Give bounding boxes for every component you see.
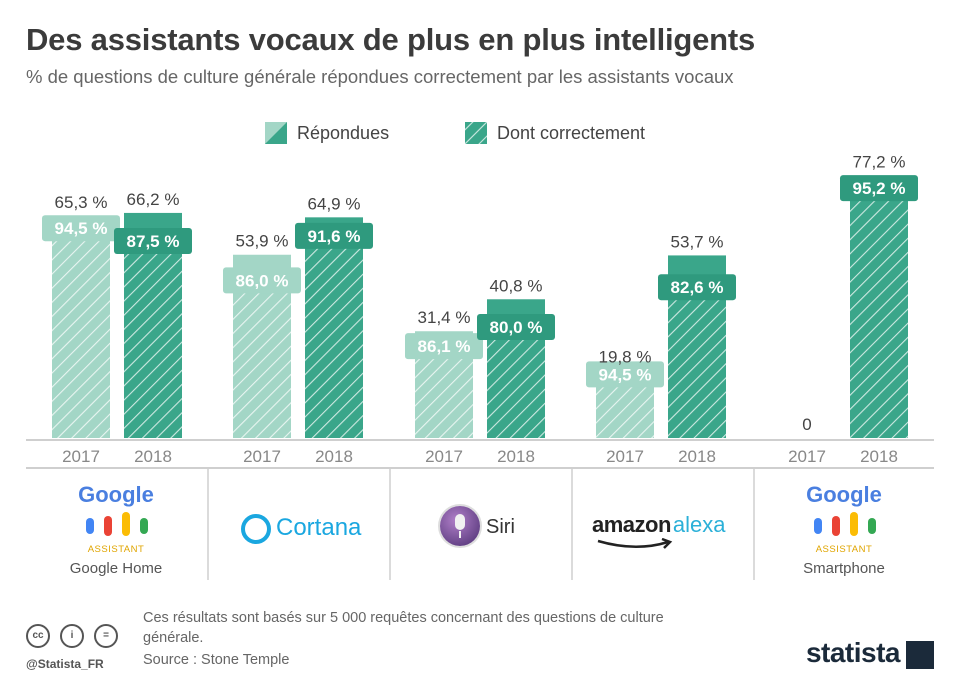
smartphone-caption: Smartphone: [803, 560, 885, 577]
assistant-label: ASSISTANT: [87, 544, 145, 555]
nd-icon: =: [94, 624, 118, 648]
bar-correct-segment: [487, 327, 545, 438]
svg-text:86,1 %: 86,1 %: [418, 337, 471, 356]
cortana-ring-icon: [241, 514, 271, 544]
legend-label: Dont correctement: [497, 123, 645, 143]
twitter-handle: @Statista_FR: [26, 657, 104, 671]
bar-correct-segment: [415, 346, 473, 438]
answered-data-label: 77,2 %: [853, 153, 906, 172]
legend-swatch: [465, 122, 487, 144]
svg-text:87,5 %: 87,5 %: [127, 232, 180, 251]
google-logo: Google: [806, 482, 882, 507]
svg-text:82,6 %: 82,6 %: [671, 278, 724, 297]
bar-cortana-2017: 86,0 % 53,9 % 2017: [223, 232, 301, 466]
legend-item: Dont correctement: [465, 122, 645, 144]
answered-data-label: 66,2 %: [127, 190, 180, 209]
statista-logo[interactable]: statista: [805, 637, 901, 668]
assistant-dots-icon: [86, 512, 148, 538]
svg-text:86,0 %: 86,0 %: [236, 271, 289, 290]
siri-logo-text: Siri: [486, 516, 515, 538]
bar-correct-segment: [668, 287, 726, 438]
correct-data-label: 86,0 %: [223, 267, 301, 294]
correct-data-label: 91,6 %: [295, 222, 373, 249]
google-home-caption: Google Home: [69, 560, 163, 577]
amazon-smile-icon: [597, 538, 673, 549]
cc-icon: cc: [26, 624, 50, 648]
correct-data-label: 87,5 %: [114, 228, 192, 255]
google-home-logo-cell: Google ASSISTANT Google Home: [26, 468, 206, 580]
google-logo: Google: [78, 482, 154, 507]
alexa-logo-cell: amazonalexa: [572, 468, 752, 580]
bar-google-home-2017: 94,5 % 65,3 % 2017: [42, 193, 120, 466]
x-tick-label: 2018: [134, 447, 172, 466]
bar-correct-segment: [305, 235, 363, 438]
correct-data-label: 94,5 %: [42, 215, 120, 242]
x-tick-label: 2017: [425, 447, 463, 466]
svg-text:91,6 %: 91,6 %: [308, 227, 361, 246]
legend-swatch-half: [265, 122, 287, 144]
bar-cortana-2018: 91,6 % 64,9 % 2018: [295, 194, 373, 466]
x-tick-label: 2018: [860, 447, 898, 466]
alexa-logo-text: alexa: [672, 512, 726, 537]
siri-mic-icon: [440, 506, 480, 546]
cortana-logo-cell: Cortana: [208, 468, 388, 580]
x-tick-label: 2017: [606, 447, 644, 466]
bar-siri-2018: 80,0 % 40,8 % 2018: [477, 276, 555, 466]
correct-data-label: 86,1 %: [405, 333, 483, 360]
chart-title: Des assistants vocaux de plus en plus in…: [26, 22, 756, 57]
correct-data-label: 82,6 %: [658, 274, 736, 301]
bar-amazon-alexa-2017: 94,5 %19,8 % 2017: [586, 348, 664, 466]
correct-data-label: 94,5 %: [586, 361, 664, 388]
correct-data-label: 95,2 %: [840, 175, 918, 202]
cortana-logo-text: Cortana: [276, 514, 362, 541]
siri-logo-cell: Siri: [390, 468, 570, 580]
svg-text:94,5 %: 94,5 %: [599, 365, 652, 384]
answered-data-label: 31,4 %: [418, 308, 471, 327]
answered-data-label: 0: [802, 415, 811, 434]
answered-data-label: 53,9 %: [236, 232, 289, 251]
answered-data-label: 65,3 %: [55, 193, 108, 212]
chart-subtitle: % de questions de culture générale répon…: [26, 66, 734, 87]
x-tick-label: 2018: [497, 447, 535, 466]
svg-text:80,0 %: 80,0 %: [490, 318, 543, 337]
x-tick-label: 2018: [315, 447, 353, 466]
x-tick-label: 2017: [243, 447, 281, 466]
smartphone-logo-cell: Google ASSISTANT Smartphone: [754, 468, 934, 580]
by-icon: i: [60, 624, 84, 648]
bar-correct-segment: [124, 241, 182, 438]
assistant-label: ASSISTANT: [815, 544, 873, 555]
bar-siri-2017: 86,1 % 31,4 % 2017: [405, 308, 483, 466]
answered-data-label: 64,9 %: [308, 194, 361, 213]
bar-amazon-alexa-2018: 82,6 % 53,7 % 2018: [658, 232, 736, 466]
bar-correct-segment: [850, 188, 908, 438]
assistant-dots-icon: [814, 512, 876, 538]
source-line: Source : Stone Temple: [143, 652, 290, 668]
answered-data-label: 53,7 %: [671, 232, 724, 251]
statista-mark-icon[interactable]: [906, 641, 934, 669]
bar-correct-segment: [52, 228, 110, 438]
svg-text:95,2 %: 95,2 %: [853, 179, 906, 198]
answered-data-label: 40,8 %: [490, 276, 543, 295]
legend-item: Répondues: [265, 122, 389, 144]
bar-google-home-2018: 87,5 % 66,2 % 2018: [114, 190, 192, 466]
correct-data-label: 80,0 %: [477, 314, 555, 341]
x-tick-label: 2018: [678, 447, 716, 466]
bar-correct-segment: [233, 280, 291, 438]
bar-smartphone-2018: 95,2 % 77,2 % 2018: [840, 153, 918, 466]
x-tick-label: 2017: [788, 447, 826, 466]
footnote: Ces résultats sont basés sur 5 000 requê…: [143, 610, 664, 646]
bar-smartphone-2017: 0 2017: [788, 415, 826, 466]
legend-label: Répondues: [297, 123, 389, 143]
svg-text:94,5 %: 94,5 %: [55, 219, 108, 238]
amazon-logo-text: amazon: [592, 512, 671, 537]
x-tick-label: 2017: [62, 447, 100, 466]
answered-data-label: 19,8 %: [599, 348, 652, 367]
